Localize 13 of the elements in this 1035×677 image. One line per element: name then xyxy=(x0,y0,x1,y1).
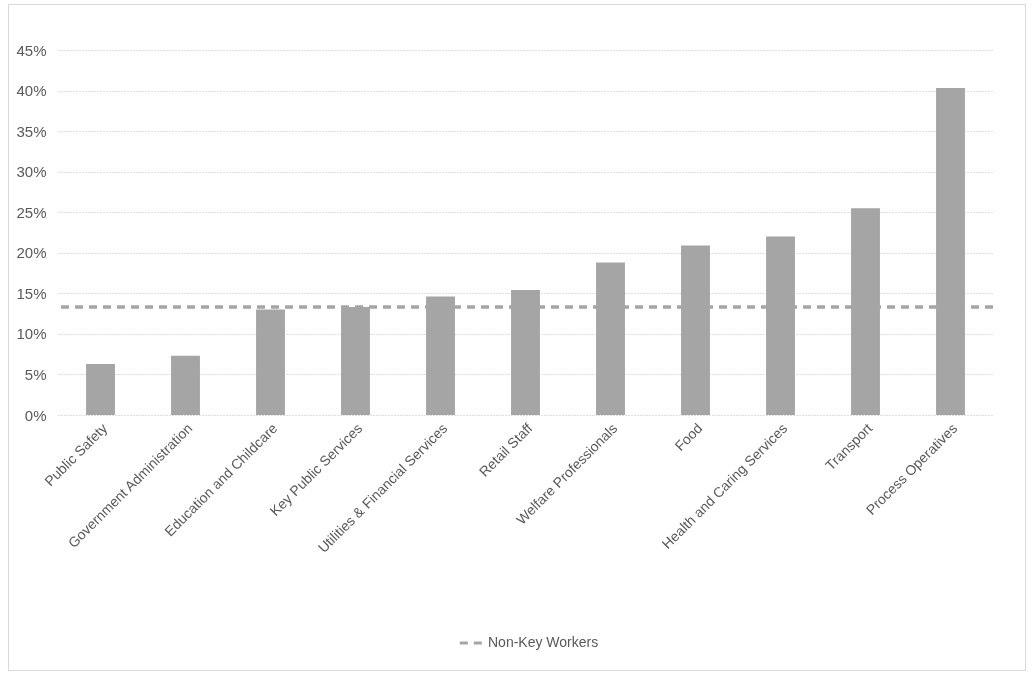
y-tick-label: 20% xyxy=(16,244,47,262)
y-tick-label: 35% xyxy=(16,122,47,140)
y-tick-label: 5% xyxy=(24,365,47,383)
bar xyxy=(86,363,115,415)
y-tick-label: 40% xyxy=(16,82,47,100)
y-tick-label: 10% xyxy=(16,325,47,343)
legend-label: Non-Key Workers xyxy=(488,634,599,650)
y-tick-label: 0% xyxy=(24,406,47,424)
y-tick-label: 30% xyxy=(16,163,47,181)
bar xyxy=(171,355,200,415)
y-tick-label: 25% xyxy=(16,203,47,221)
y-tick-label: 15% xyxy=(16,284,47,302)
y-tick-label: 45% xyxy=(16,41,47,59)
